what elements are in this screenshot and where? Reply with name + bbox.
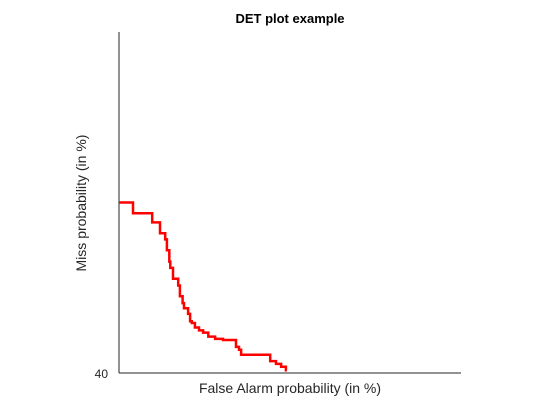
y-axis-label: Miss probability (in %) — [73, 135, 89, 272]
x-axis-label: False Alarm probability (in %) — [199, 380, 381, 396]
det-curve-series-line — [119, 201, 288, 372]
y-tick-label-40: 40 — [95, 367, 109, 381]
chart-title: DET plot example — [235, 11, 344, 26]
